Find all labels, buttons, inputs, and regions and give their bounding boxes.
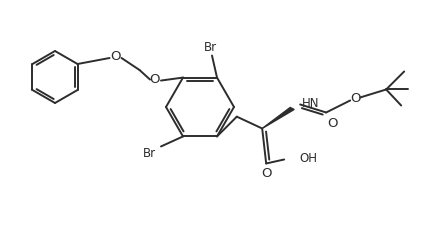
Text: O: O (150, 73, 160, 86)
Text: Br: Br (143, 146, 156, 159)
Text: OH: OH (299, 151, 317, 164)
Text: Br: Br (203, 41, 216, 54)
Text: HN: HN (302, 97, 320, 110)
Text: O: O (110, 49, 121, 62)
Polygon shape (262, 108, 294, 129)
Text: O: O (327, 117, 338, 129)
Text: O: O (350, 92, 360, 105)
Text: O: O (261, 166, 271, 179)
